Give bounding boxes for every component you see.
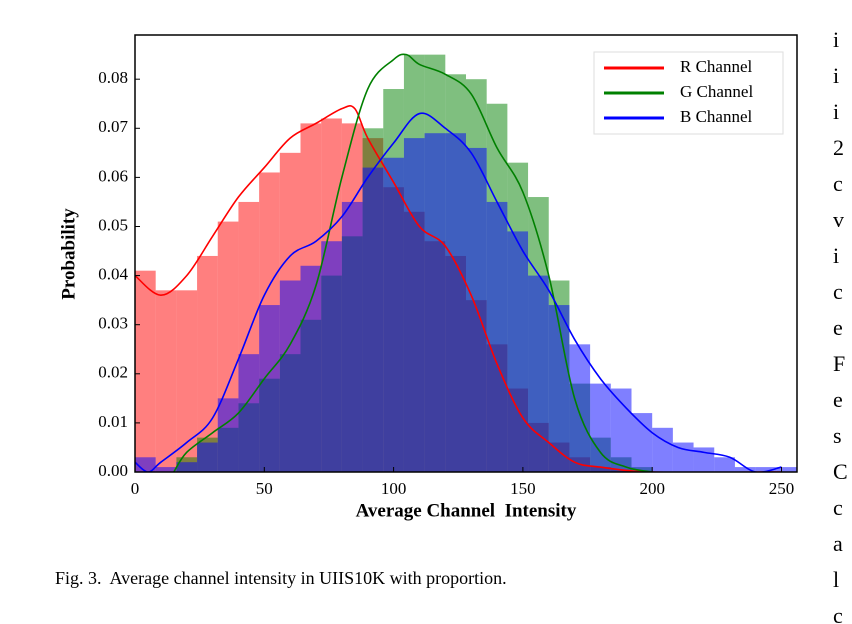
histogram-bar [631, 413, 653, 472]
histogram-bar [217, 398, 239, 472]
side-text: i [833, 63, 839, 88]
caption: Fig. 3. Average channel intensity in UII… [55, 568, 507, 588]
histogram-bar [135, 457, 156, 472]
y-tick-label: 0.02 [98, 363, 128, 382]
side-text: c [833, 495, 843, 520]
y-tick-label: 0.06 [98, 166, 128, 185]
histogram-bar [569, 344, 591, 472]
side-text: e [833, 387, 843, 412]
x-tick-label: 0 [131, 479, 140, 498]
legend-label: R Channel [680, 57, 753, 76]
y-tick-label: 0.07 [98, 117, 128, 136]
x-tick-label: 100 [381, 479, 407, 498]
histogram-bar [155, 290, 177, 472]
histogram-bar [362, 167, 384, 472]
kde-curve [173, 53, 653, 472]
histogram-bar [259, 305, 280, 472]
side-text: v [833, 207, 844, 232]
y-axis-label: Probability [58, 208, 79, 300]
histogram-bar [776, 467, 797, 472]
x-tick-label: 250 [769, 479, 795, 498]
side-text: F [833, 351, 845, 376]
x-tick-label: 200 [639, 479, 665, 498]
x-tick-label: 150 [510, 479, 536, 498]
histogram-bar [155, 467, 177, 472]
x-axis-label: Average Channel Intensity [356, 500, 577, 521]
histogram-bar [734, 467, 756, 472]
legend-label: G Channel [680, 82, 753, 101]
histogram-bar [176, 462, 198, 472]
y-tick-label: 0.08 [98, 68, 128, 87]
side-text: c [833, 279, 843, 304]
side-text: s [833, 423, 842, 448]
kde-curve [135, 112, 782, 472]
histogram-bar [590, 383, 611, 472]
histogram-bar [197, 442, 218, 472]
kde-curve [135, 105, 782, 472]
side-text: i [833, 99, 839, 124]
histogram-bar [507, 231, 529, 472]
histogram-bar [176, 290, 198, 472]
plot-frame [134, 34, 798, 473]
y-tick-label: 0.04 [98, 265, 128, 284]
plot-area [135, 53, 797, 472]
histogram-bar [652, 427, 673, 472]
histogram-bar [341, 201, 363, 472]
y-tick-label: 0.00 [98, 461, 128, 480]
side-text: a [833, 531, 843, 556]
histogram-bar [548, 305, 570, 472]
y-tick-label: 0.05 [98, 215, 128, 234]
side-text: l [833, 567, 839, 592]
y-tick-label: 0.03 [98, 314, 128, 333]
histogram-bar [528, 275, 549, 472]
histogram-bar [403, 138, 425, 472]
side-text: c [833, 171, 843, 196]
histogram-bar [383, 157, 404, 472]
histogram-bar [755, 467, 777, 472]
histogram-bar [279, 280, 301, 472]
y-tick-label: 0.01 [98, 412, 128, 431]
histogram-bar [486, 201, 508, 472]
side-text: c [833, 603, 843, 624]
side-text: i [833, 27, 839, 52]
histogram-bar [714, 457, 735, 472]
histogram-bar [135, 270, 156, 472]
histogram-bar [300, 265, 322, 472]
histogram-bar [238, 354, 260, 472]
histogram-bar [610, 388, 632, 472]
side-text: e [833, 315, 843, 340]
x-tick-label: 50 [256, 479, 273, 498]
histogram-bar [321, 241, 342, 472]
histogram-bar [424, 133, 446, 472]
histogram-bar [445, 133, 466, 472]
side-text: C [833, 459, 848, 484]
legend-label: B Channel [680, 107, 753, 126]
side-text: 2 [833, 135, 844, 160]
side-text: i [833, 243, 839, 268]
